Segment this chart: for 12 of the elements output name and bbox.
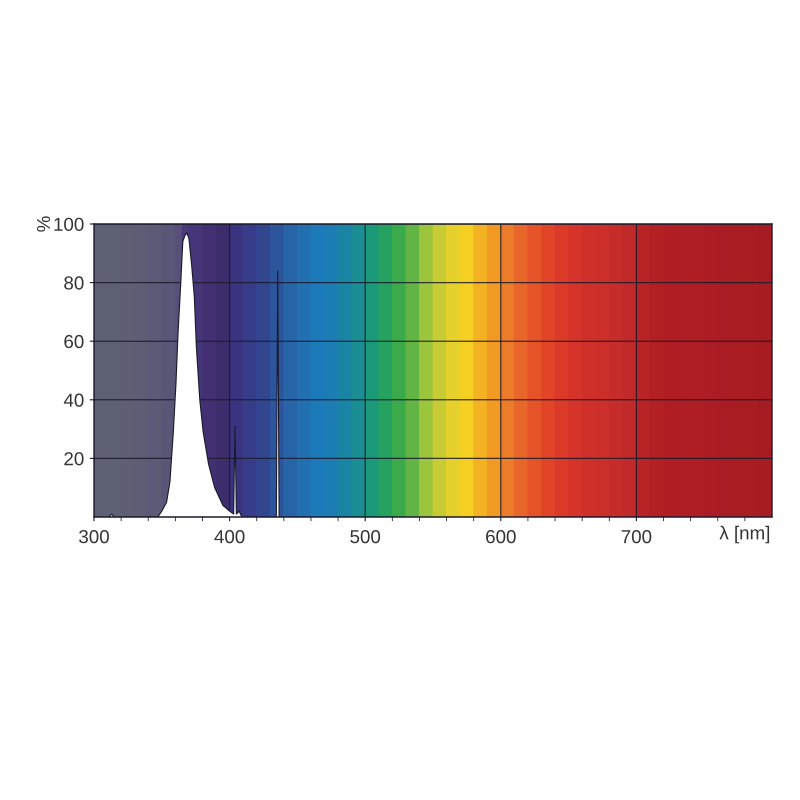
y-axis-title: % [36,216,50,232]
x-tick-label: 700 [622,530,652,544]
y-tick-label: 80 [64,276,84,290]
x-tick-label: 300 [79,530,109,544]
y-tick-label: 100 [54,218,84,231]
x-tick-label: 600 [486,530,516,544]
x-tick-label: 400 [214,530,245,544]
x-axis-title: λ [nm] [719,526,770,544]
y-tick-label: 40 [64,394,84,407]
y-tick-label: 60 [64,334,84,348]
y-tick-label: 20 [64,452,84,466]
x-tick-label: 500 [350,530,380,544]
